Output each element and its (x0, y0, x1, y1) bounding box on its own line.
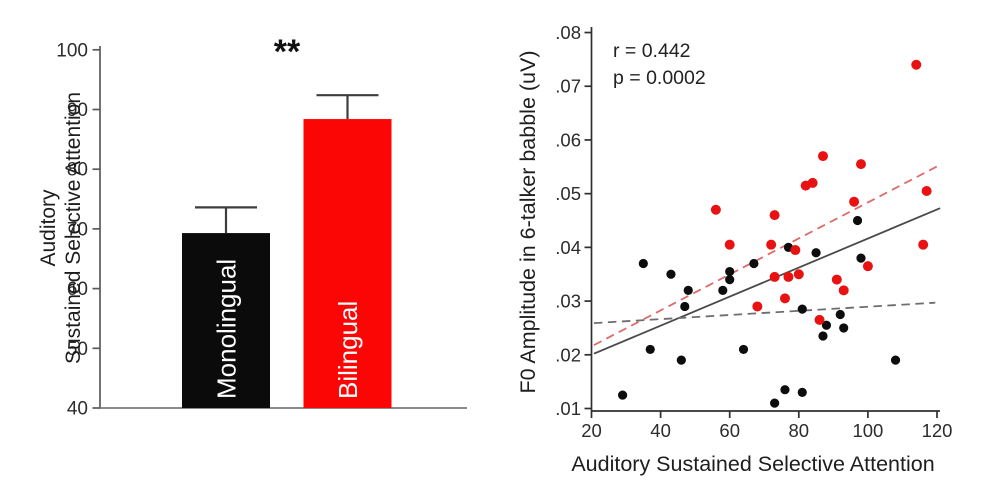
bar-bilingual (303, 119, 392, 408)
scatter-point-bilingual (807, 177, 818, 188)
x-tick-label: 100 (852, 420, 883, 441)
scatter-point-monolingual (683, 285, 693, 295)
scatter-point-bilingual (790, 245, 801, 256)
scatter-point-bilingual (783, 271, 794, 282)
scatter-point-bilingual (918, 239, 929, 250)
scatter-point-bilingual (769, 210, 780, 221)
scatter-point-bilingual (921, 185, 932, 196)
bar-chart: 40 50 60 70 80 90 100 Auditory Sustained Selecti… (37, 33, 467, 420)
y-tick-label: 60 (67, 279, 88, 300)
scatter-point-bilingual (766, 239, 777, 250)
scatter-point-monolingual (645, 344, 655, 355)
scatter-plot: .01 .02 .03 .04 .05 .06 .07 .08 20 40 60 80 100 120 Au… (516, 22, 953, 476)
scatter-point-monolingual (666, 269, 676, 279)
bar-label: Bilingual (333, 301, 363, 399)
bar-monolingual (182, 233, 270, 408)
y-axis-label-line1: Auditory (37, 189, 60, 267)
trend-line-monolingual-fit (593, 301, 936, 324)
scatter-point-monolingual (797, 387, 807, 397)
scatter-point-monolingual (738, 344, 749, 355)
scatter-point-bilingual (862, 261, 873, 272)
y-tick-label: .07 (555, 76, 581, 97)
scatter-point-monolingual (617, 390, 628, 400)
y-tick-label: .04 (555, 237, 581, 258)
scatter-point-bilingual (724, 239, 735, 250)
scatter-point-monolingual (638, 258, 648, 269)
scatter-point-monolingual (890, 355, 901, 365)
scatter-point-monolingual (852, 215, 863, 226)
y-axis-label: F0 Amplitude in 6-talker babble (uV) (516, 51, 540, 394)
scatter-point-bilingual (752, 301, 763, 312)
y-tick-label: 100 (56, 40, 88, 61)
y-tick-label: 50 (67, 339, 88, 360)
scatter-point-monolingual (780, 385, 790, 395)
scatter-point-bilingual (814, 314, 825, 325)
x-tick-label: 20 (581, 420, 602, 441)
scatter-point-monolingual (839, 323, 849, 333)
scatter-point-bilingual (779, 293, 790, 304)
y-tick-label: .02 (555, 344, 581, 365)
scatter-point-bilingual (855, 159, 866, 170)
scatter-point-monolingual (680, 301, 690, 312)
y-tick-label: 80 (67, 160, 88, 181)
scatter-point-bilingual (769, 271, 780, 282)
x-tick-label: 40 (650, 420, 671, 441)
scatter-point-monolingual (835, 309, 845, 320)
annotation-p-value: p = 0.0002 (613, 67, 706, 89)
scatter-point-bilingual (838, 285, 849, 296)
scatter-point-bilingual (710, 204, 721, 215)
scatter-point-bilingual (793, 269, 804, 280)
scatter-point-bilingual (849, 196, 860, 207)
y-tick-label: .06 (555, 129, 581, 150)
x-tick-label: 60 (719, 420, 740, 441)
y-tick-label: .05 (555, 183, 581, 204)
y-tick-label: 90 (67, 100, 88, 121)
scatter-point-monolingual (718, 285, 728, 295)
scatter-point-monolingual (725, 274, 735, 285)
x-axis-label: Auditory Sustained Selective Attention (571, 452, 934, 476)
scatter-point-monolingual (770, 398, 780, 408)
trend-line-overall-fit (593, 207, 941, 355)
y-axis-label-line2: Sustained Selective Attention (62, 92, 85, 364)
y-tick-label: .01 (555, 398, 581, 419)
annotation-r-value: r = 0.442 (613, 40, 691, 62)
bar-label: Monolingual (212, 259, 242, 399)
scatter-point-monolingual (818, 331, 828, 341)
scatter-point-monolingual (821, 320, 832, 330)
y-tick-label: .08 (555, 22, 581, 43)
scatter-point-monolingual (749, 258, 759, 269)
scatter-point-bilingual (911, 59, 922, 70)
significance-marker: ** (274, 33, 301, 71)
scatter-point-monolingual (811, 248, 821, 258)
scatter-point-monolingual (797, 304, 807, 314)
y-tick-label: .03 (555, 291, 581, 312)
scatter-point-monolingual (856, 253, 866, 263)
y-tick-label: 70 (67, 219, 88, 240)
y-tick-label: 40 (67, 399, 88, 420)
scatter-point-bilingual (831, 274, 842, 285)
scatter-point-monolingual (725, 266, 735, 277)
scatter-point-monolingual (676, 355, 686, 365)
x-tick-label: 120 (922, 420, 953, 441)
x-tick-label: 80 (789, 420, 810, 441)
trend-line-bilingual-fit (593, 164, 939, 346)
scatter-point-bilingual (817, 151, 828, 162)
